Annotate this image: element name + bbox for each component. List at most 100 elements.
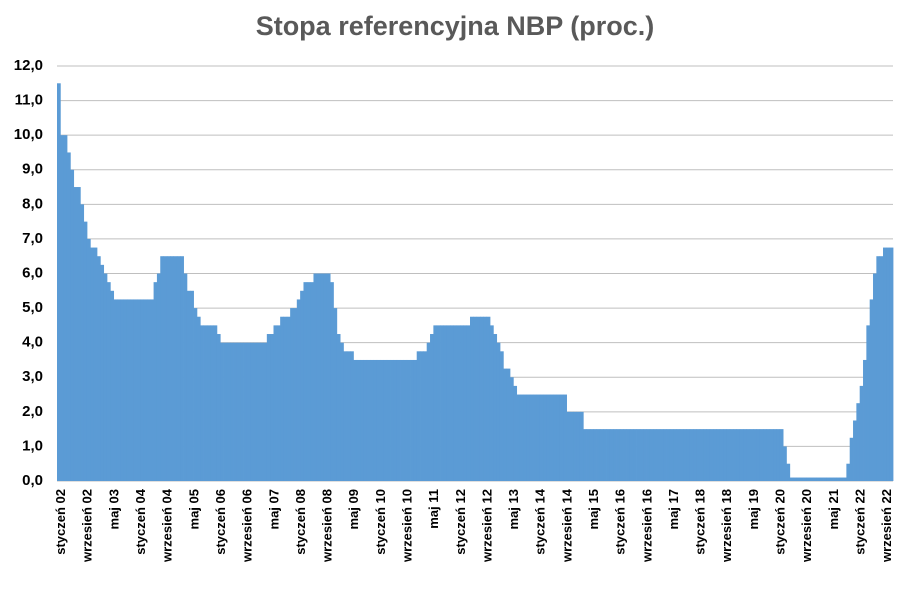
area-step [873, 273, 877, 481]
area-step [769, 429, 774, 481]
area-step [726, 429, 731, 481]
area-step [233, 342, 238, 481]
area-step [263, 342, 268, 481]
area-step [360, 359, 364, 481]
x-tick-label: maj 17 [666, 489, 681, 529]
area-step [123, 299, 128, 481]
y-tick-label: 12,0 [14, 57, 43, 74]
area-step [216, 334, 221, 481]
area-step [196, 316, 201, 481]
area-step [380, 359, 384, 481]
area-step [749, 429, 754, 481]
area-step [619, 429, 624, 481]
area-step [786, 463, 791, 481]
area-step [496, 342, 501, 481]
area-step [636, 429, 641, 481]
area-step [583, 429, 587, 481]
area-step [256, 342, 261, 481]
y-tick-label: 6,0 [22, 264, 43, 281]
area-step [330, 282, 334, 481]
area-step [506, 368, 511, 481]
x-tick-label: maj 05 [186, 489, 201, 529]
area-step [283, 316, 288, 481]
area-step [213, 325, 218, 481]
area-step [856, 403, 861, 481]
area-step [763, 429, 767, 481]
x-tick-label: maj 15 [586, 489, 601, 529]
area-step [859, 385, 864, 481]
x-tick-label: wrzesień 06 [240, 489, 255, 563]
area-step [523, 394, 528, 481]
area-step [183, 273, 188, 481]
area-step [633, 429, 637, 481]
area-step [613, 429, 617, 481]
area-step [60, 135, 65, 481]
area-step [326, 273, 331, 481]
area-step [366, 359, 371, 481]
area-step [879, 256, 884, 481]
area-step [586, 429, 591, 481]
area-step [639, 429, 644, 481]
area-step [629, 429, 634, 481]
area-step [886, 247, 891, 481]
area-step [300, 290, 304, 481]
area-step [803, 477, 807, 481]
area-step [843, 477, 847, 481]
x-tick-label: styczeń 14 [533, 488, 548, 555]
area-step [160, 256, 164, 481]
area-step [493, 334, 498, 481]
area-step [383, 359, 388, 481]
area-step [566, 411, 571, 481]
area-step [106, 282, 111, 481]
area-step [456, 325, 461, 481]
x-tick-label: styczeń 18 [693, 489, 708, 555]
area-step [223, 342, 228, 481]
area-step [616, 429, 621, 481]
area-step [463, 325, 468, 481]
area-step [93, 247, 98, 481]
area-step [423, 351, 428, 481]
area-step [203, 325, 208, 481]
area-step [703, 429, 707, 481]
area-step [876, 256, 881, 481]
x-tick-label: styczeń 22 [852, 489, 867, 555]
area-step [143, 299, 148, 481]
area-step [813, 477, 817, 481]
area-step [716, 429, 721, 481]
x-tick-label: styczeń 10 [373, 489, 388, 555]
area-step [156, 273, 161, 481]
area-step [473, 316, 478, 481]
area-step [513, 385, 518, 481]
x-tick-label: wrzesień 08 [320, 489, 335, 563]
area-step [270, 334, 274, 481]
area-step [623, 429, 627, 481]
y-tick-label: 7,0 [22, 230, 43, 247]
area-step [406, 359, 411, 481]
area-step [403, 359, 408, 481]
x-tick-label: maj 03 [106, 489, 121, 529]
area-step [543, 394, 548, 481]
area-step [390, 359, 394, 481]
area-step [676, 429, 681, 481]
area-step [626, 429, 631, 481]
area-step [63, 135, 68, 481]
area-step [193, 308, 198, 481]
area-step [889, 247, 894, 481]
area-step [596, 429, 601, 481]
area-step [883, 247, 887, 481]
x-tick-label: maj 21 [826, 489, 841, 529]
area-step [743, 429, 747, 481]
area-step [370, 359, 374, 481]
area-step [663, 429, 667, 481]
area-step [176, 256, 181, 481]
area-step [430, 334, 434, 481]
area-step [799, 477, 804, 481]
area-step [180, 256, 184, 481]
area-step [170, 256, 174, 481]
area-step [86, 238, 91, 481]
area-step [559, 394, 564, 481]
area-step [823, 477, 827, 481]
area-step [316, 273, 321, 481]
area-step [499, 351, 504, 481]
area-step [573, 411, 577, 481]
